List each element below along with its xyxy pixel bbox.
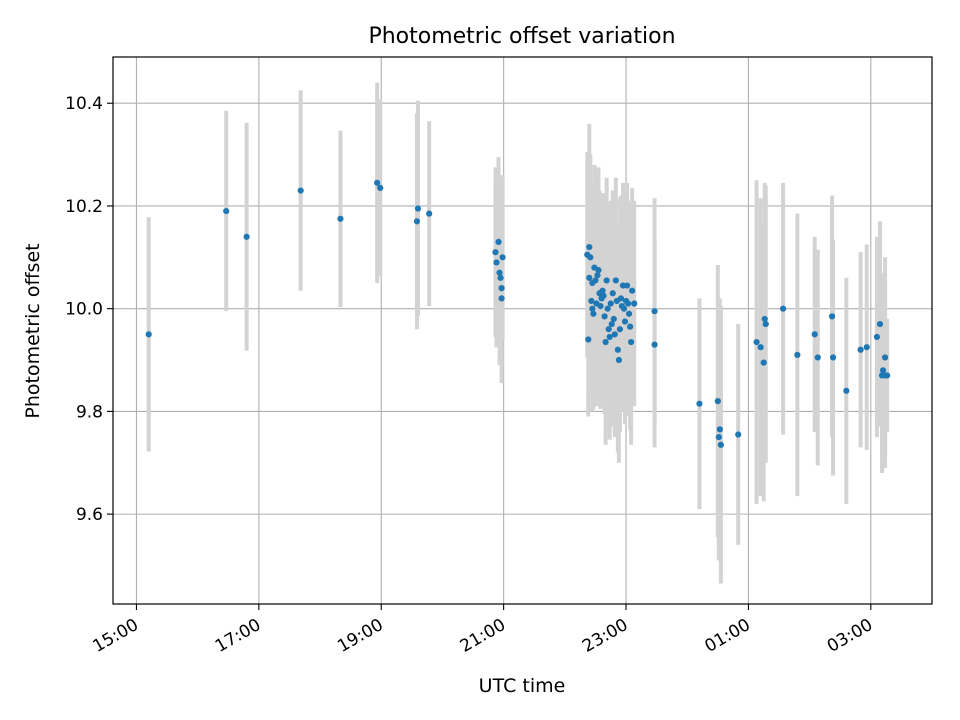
data-point bbox=[627, 323, 634, 330]
y-tick-label: 9.8 bbox=[76, 402, 103, 422]
data-point bbox=[597, 303, 604, 310]
y-tick-label: 10.0 bbox=[65, 300, 103, 320]
data-point bbox=[881, 354, 889, 361]
data-point bbox=[585, 336, 592, 343]
data-point bbox=[876, 320, 884, 328]
data-point bbox=[605, 326, 612, 333]
y-tick-label: 9.6 bbox=[76, 505, 103, 525]
data-point bbox=[496, 269, 503, 276]
data-point bbox=[611, 331, 618, 338]
data-point bbox=[587, 254, 594, 261]
data-point bbox=[586, 243, 593, 251]
data-point bbox=[604, 305, 611, 312]
y-axis-ticks: 9.6 9.8 10.0 10.2 10.4 bbox=[65, 94, 113, 525]
data-point bbox=[586, 274, 593, 281]
data-point bbox=[592, 277, 599, 284]
y-axis-label: Photometric offset bbox=[22, 243, 44, 418]
data-point bbox=[814, 354, 821, 361]
data-point bbox=[601, 313, 608, 320]
data-point bbox=[715, 433, 722, 441]
y-tick-label: 10.4 bbox=[65, 94, 103, 114]
plot-frame bbox=[112, 56, 933, 605]
data-point bbox=[616, 326, 624, 333]
data-point bbox=[602, 338, 609, 346]
data-point bbox=[735, 431, 742, 438]
data-point bbox=[337, 215, 344, 222]
data-point bbox=[610, 315, 617, 323]
data-point bbox=[495, 238, 502, 246]
data-point bbox=[595, 267, 602, 274]
data-point bbox=[843, 387, 850, 394]
data-point bbox=[857, 346, 864, 353]
data-point bbox=[609, 290, 616, 297]
data-point bbox=[651, 308, 658, 315]
data-point bbox=[145, 331, 152, 338]
data-point bbox=[651, 341, 658, 348]
data-point bbox=[590, 310, 597, 317]
data-point bbox=[696, 400, 703, 407]
data-point bbox=[607, 300, 614, 307]
data-point bbox=[588, 297, 595, 305]
data-point bbox=[716, 426, 723, 433]
data-point bbox=[761, 315, 768, 323]
data-point bbox=[498, 285, 505, 292]
data-point bbox=[492, 249, 499, 256]
data-point bbox=[603, 277, 610, 284]
data-point bbox=[779, 305, 787, 312]
data-points bbox=[145, 179, 891, 448]
data-point bbox=[608, 320, 615, 328]
data-point bbox=[499, 254, 506, 261]
data-point bbox=[413, 218, 421, 225]
data-point bbox=[589, 305, 596, 312]
data-point bbox=[828, 313, 836, 320]
data-point bbox=[794, 351, 801, 358]
data-point bbox=[617, 295, 625, 302]
data-point bbox=[377, 184, 384, 192]
data-point bbox=[829, 354, 837, 361]
data-point bbox=[884, 372, 891, 379]
data-point bbox=[811, 331, 818, 338]
data-point bbox=[628, 338, 635, 346]
data-point bbox=[762, 320, 769, 328]
data-point bbox=[621, 318, 629, 325]
chart-title: Photometric offset variation bbox=[368, 24, 675, 49]
data-point bbox=[414, 205, 422, 212]
data-point bbox=[623, 282, 631, 289]
data-point bbox=[625, 310, 633, 317]
data-point bbox=[426, 210, 433, 217]
data-point bbox=[493, 259, 500, 266]
data-point bbox=[760, 359, 767, 366]
data-point bbox=[631, 300, 638, 307]
x-axis-label: UTC time bbox=[479, 675, 566, 697]
data-point bbox=[753, 338, 760, 346]
data-point bbox=[223, 207, 230, 215]
data-point bbox=[615, 356, 622, 364]
data-point bbox=[620, 305, 628, 312]
data-point bbox=[757, 344, 764, 351]
data-point bbox=[614, 346, 621, 353]
y-tick-label: 10.2 bbox=[65, 197, 103, 217]
data-point bbox=[498, 295, 505, 302]
data-point bbox=[497, 274, 504, 281]
data-point bbox=[612, 277, 619, 284]
data-point bbox=[374, 179, 381, 186]
data-point bbox=[243, 233, 250, 240]
data-point bbox=[624, 300, 632, 307]
data-point bbox=[600, 292, 607, 299]
data-point bbox=[714, 398, 721, 405]
data-point bbox=[879, 367, 887, 374]
data-point bbox=[297, 187, 304, 194]
data-point bbox=[629, 287, 636, 294]
data-point bbox=[873, 333, 881, 341]
data-point bbox=[606, 333, 613, 341]
data-point bbox=[599, 287, 606, 294]
data-point bbox=[594, 272, 601, 279]
data-point bbox=[717, 441, 724, 448]
data-point bbox=[863, 344, 870, 351]
